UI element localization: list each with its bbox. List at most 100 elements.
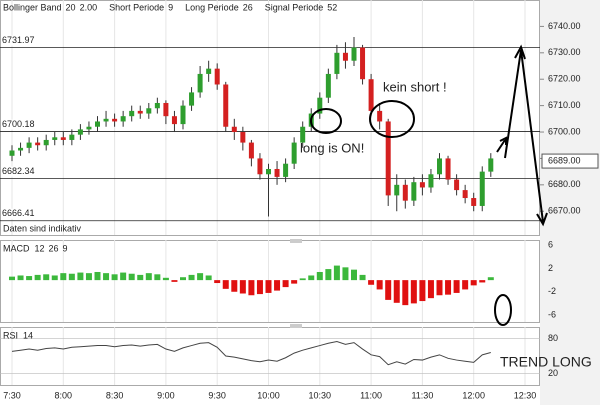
candle-body [112,118,118,122]
histogram-bar [291,280,298,284]
histogram-bar [436,280,443,296]
candle-body [334,52,340,74]
candle-body [180,105,186,125]
axis-background [540,0,600,405]
level-label: 6666.41 [2,208,35,218]
candle-body [351,47,357,61]
annotation: long is ON! [300,140,364,155]
histogram-bar [197,273,204,281]
histogram-bar [265,280,272,293]
panel-param: 9 [63,243,68,253]
y-tick-label: 6730.00 [548,47,581,57]
candle-body [154,102,160,109]
candle-body [26,142,32,148]
histogram-bar [120,272,127,281]
candle-body [231,126,237,133]
annotation-circle [494,294,512,326]
candle-body [342,52,348,61]
histogram-bar [351,269,357,281]
candle-body [240,132,246,143]
histogram-bar [222,280,229,289]
annotation-circle [310,108,342,134]
level-label: 6731.97 [2,35,35,45]
histogram-bar [85,273,92,281]
histogram-bar [419,280,426,302]
histogram-bar [68,273,75,281]
histogram-bar [470,280,477,286]
current-price-label: 6689.00 [548,155,581,165]
y-tick-label: 2 [548,263,553,273]
histogram-bar [333,265,340,281]
candle-body [360,47,366,80]
indicator-param: 52 [327,2,337,12]
candle-body [146,108,152,114]
histogram-bar [171,280,178,282]
panel-param: 12 [35,243,45,253]
candle-body [325,73,331,98]
current-price-box [541,153,599,169]
candle-body [69,134,75,140]
indicator-param: 9 [168,2,173,12]
level-label: 6682.34 [2,166,35,176]
y-tick-label: 80 [548,333,558,343]
panel-grip[interactable] [290,239,302,243]
candle-body [197,73,203,93]
candle-body [95,121,100,127]
indicator-name: Bollinger Band [3,2,62,12]
candle-body [377,110,383,122]
panel-grip[interactable] [290,324,302,328]
candle-body [428,174,434,188]
level-label-bg [1,166,37,177]
annotation-circle [369,100,415,138]
histogram-bar [145,273,152,281]
rsi-line [11,340,491,366]
x-tick-label: 11:00 [360,390,382,400]
x-tick-label: 9:30 [208,390,226,400]
histogram-bar [445,280,452,295]
histogram-bar [342,267,349,281]
histogram-bar [376,280,383,290]
histogram-bar [51,275,58,281]
candle-body [437,158,442,175]
level-label: 6700.18 [2,119,35,129]
x-tick-label: 12:30 [514,390,537,400]
price-panel [0,0,540,236]
histogram-bar [205,275,212,281]
candle-body [60,137,66,140]
candle-body [300,126,306,143]
candle-body [317,97,323,114]
candle-body [291,142,297,164]
panel-param: 14 [23,330,33,340]
histogram-bar [180,277,186,281]
candle-body [394,184,400,196]
histogram-bar [316,271,323,281]
indicator-name: Signal Periode [265,2,324,12]
y-tick-label: 6700.00 [548,126,581,136]
candle-body [462,190,468,199]
candle-body [18,147,24,151]
indicator-name: Short Periode [109,2,164,12]
candle-body [445,158,451,180]
histogram-bar [239,280,246,294]
panel-title: MACD [3,243,30,253]
candle-body [223,84,229,127]
candle-body [120,116,126,122]
histogram-bar [393,280,400,303]
candle-body [86,126,92,130]
candle-body [266,168,271,175]
histogram-bar [111,274,118,281]
histogram-bar [103,273,110,281]
histogram-bar [453,280,460,293]
candle-body [385,121,391,196]
x-tick-label: 9:00 [157,390,175,400]
histogram-bar [274,280,281,291]
histogram-bar [325,269,332,281]
candle-body [471,198,477,206]
x-tick-label: 8:30 [106,390,124,400]
note: Daten sind indikativ [3,223,82,233]
x-tick-label: 8:00 [55,390,73,400]
histogram-bar [43,274,50,281]
rsi-panel [0,327,540,386]
y-tick-label: 6720.00 [548,74,581,84]
